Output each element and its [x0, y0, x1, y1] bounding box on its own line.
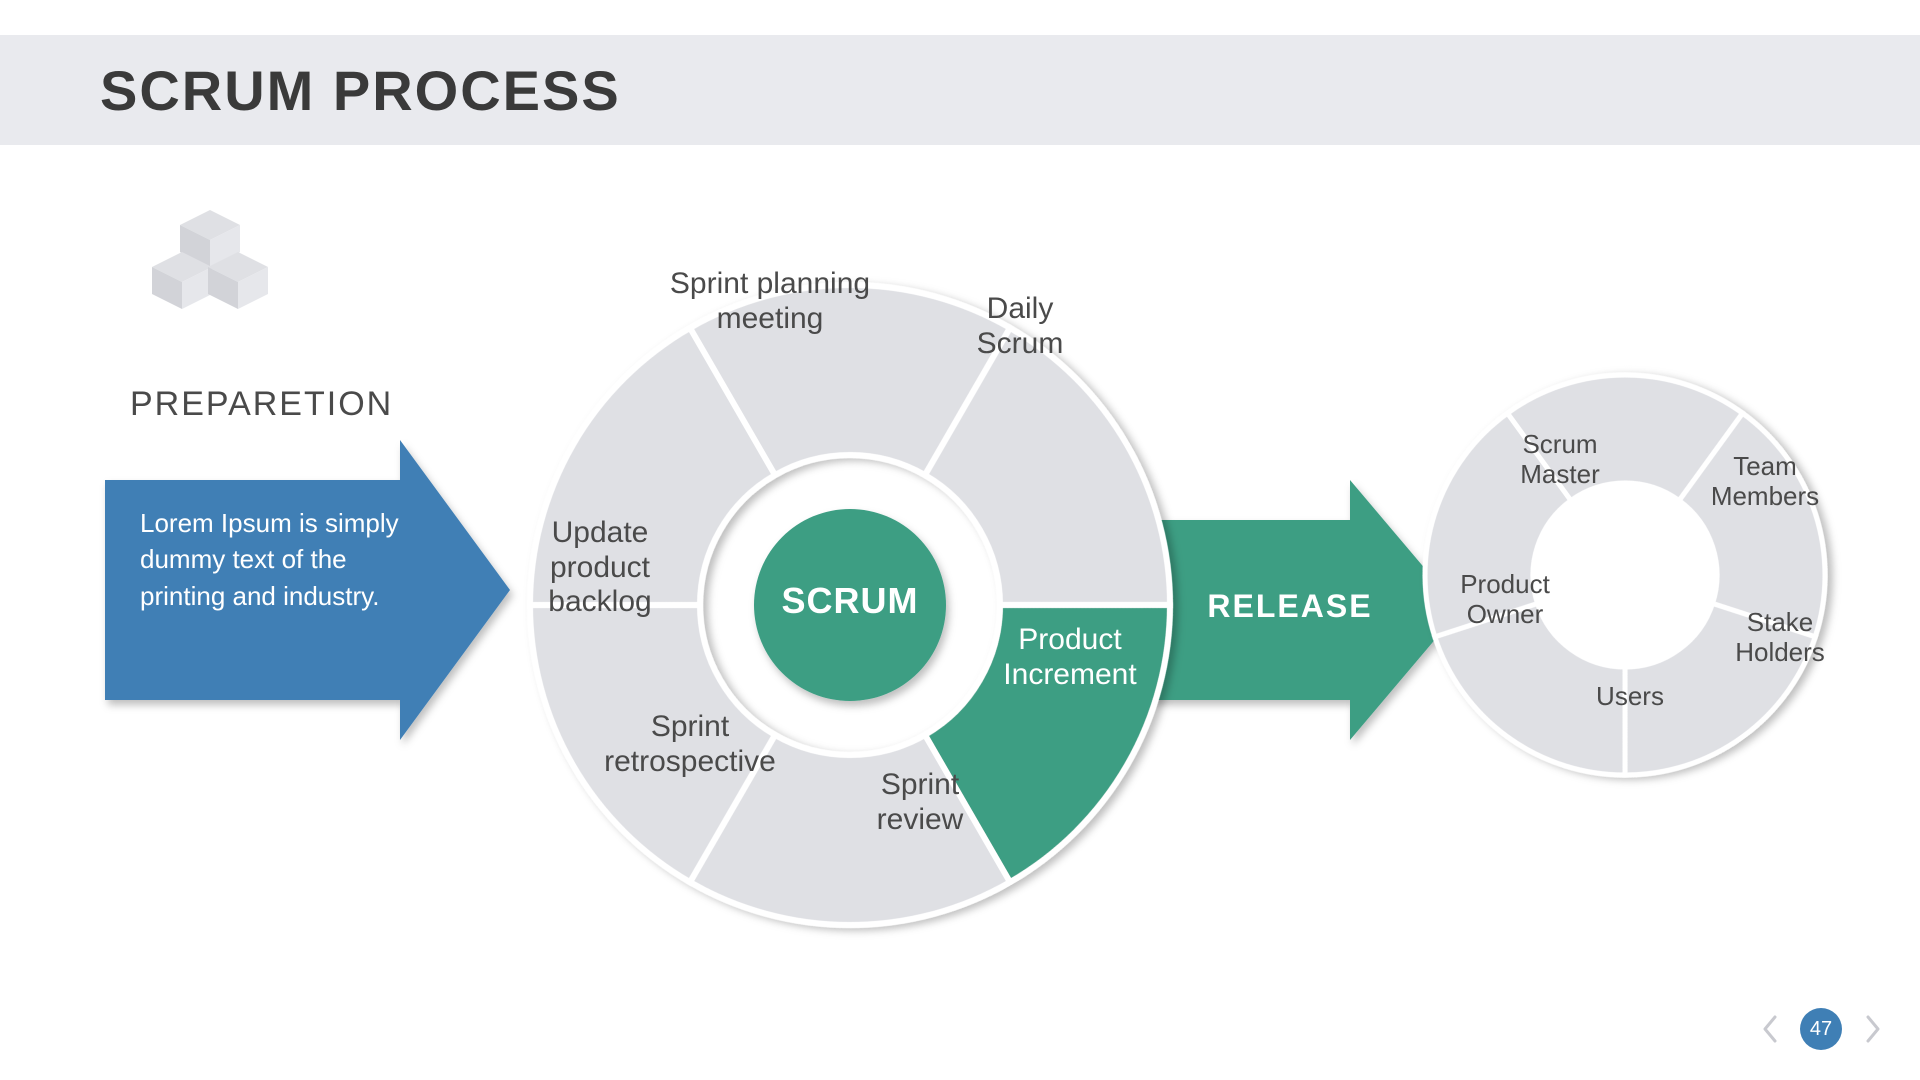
- title-bar: SCRUM PROCESS: [0, 35, 1920, 145]
- diagram-stage: g[data-name="scrum-ring"] { transform: r…: [0, 180, 1920, 1000]
- chevron-right-icon: [1864, 1014, 1882, 1044]
- role-product-owner: ProductOwner: [1430, 570, 1580, 630]
- seg-daily-scrum: DailyScrum: [920, 292, 1120, 361]
- role-users: Users: [1550, 682, 1710, 712]
- role-stake-holders: StakeHolders: [1700, 608, 1860, 668]
- seg-sprint-retro: Sprintretrospective: [560, 710, 820, 779]
- page-number: 47: [1810, 1018, 1832, 1041]
- preparation-body: Lorem Ipsum is simply dummy text of the …: [140, 505, 420, 614]
- page-number-badge: 47: [1800, 1008, 1842, 1050]
- release-label: RELEASE: [1190, 588, 1390, 625]
- seg-product-increment: ProductIncrement: [960, 623, 1180, 692]
- slide-title: SCRUM PROCESS: [100, 58, 621, 123]
- scrum-center-label: SCRUM: [760, 580, 940, 622]
- seg-sprint-review: Sprintreview: [810, 768, 1030, 837]
- role-team-members: TeamMembers: [1680, 452, 1850, 512]
- seg-update-backlog: Updateproductbacklog: [500, 516, 700, 620]
- role-scrum-master: ScrumMaster: [1480, 430, 1640, 490]
- seg-sprint-planning: Sprint planningmeeting: [640, 267, 900, 336]
- cubes-icon: [152, 210, 268, 309]
- chevron-left-icon: [1761, 1014, 1779, 1044]
- preparation-heading: PREPARETION: [130, 385, 393, 424]
- prev-slide-button[interactable]: [1755, 1010, 1785, 1048]
- next-slide-button[interactable]: [1858, 1010, 1888, 1048]
